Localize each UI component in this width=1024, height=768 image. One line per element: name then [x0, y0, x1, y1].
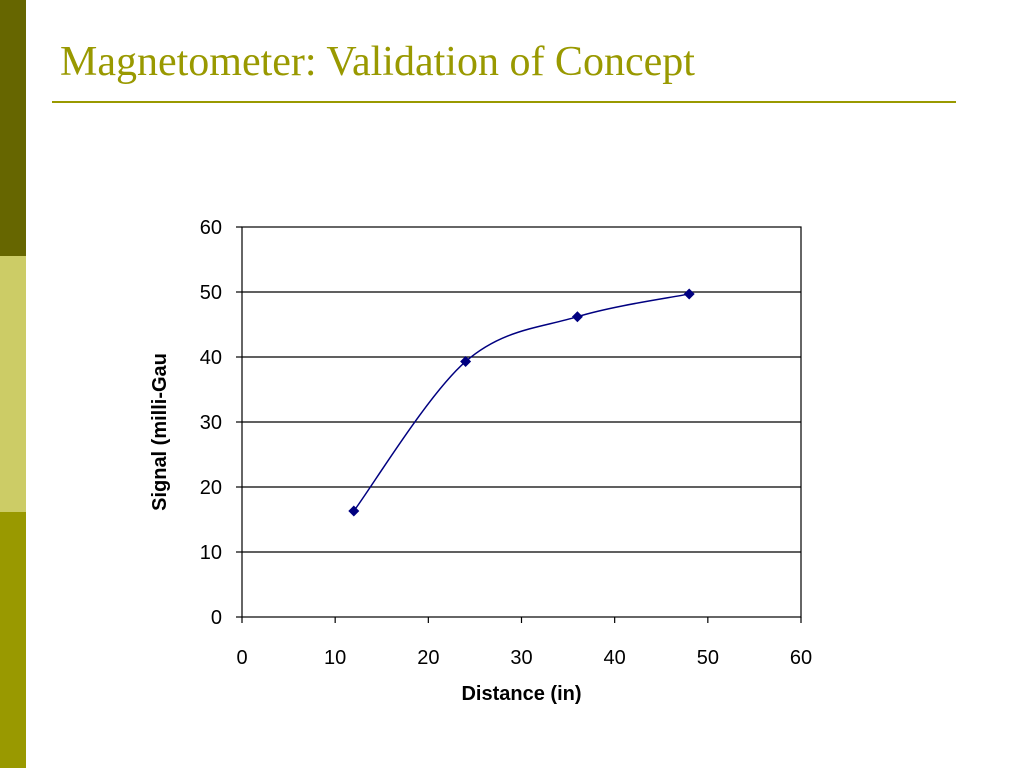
x-tick-label: 20 — [417, 647, 439, 669]
x-tick-label: 0 — [236, 647, 247, 669]
x-axis-title: Distance (in) — [461, 683, 581, 705]
x-tick-label: 30 — [510, 647, 532, 669]
y-tick-label: 40 — [200, 347, 222, 369]
y-tick-label: 20 — [200, 477, 222, 499]
data-point-marker — [460, 356, 472, 368]
x-axis-ticks: 0 10 20 30 40 50 60 — [236, 617, 812, 669]
y-axis-ticks: 0 10 20 30 40 50 60 — [200, 217, 242, 629]
x-tick-label: 60 — [790, 647, 812, 669]
data-point-marker — [571, 311, 583, 323]
series-layer — [348, 288, 695, 517]
sidebar-band-bottom — [0, 512, 26, 768]
y-axis-title: Signal (milli-Gau — [149, 353, 171, 511]
y-tick-label: 30 — [200, 412, 222, 434]
y-tick-label: 60 — [200, 217, 222, 239]
y-tick-label: 0 — [211, 607, 222, 629]
x-tick-label: 50 — [697, 647, 719, 669]
data-point-marker — [348, 505, 360, 517]
x-tick-label: 10 — [324, 647, 346, 669]
sidebar-band-top — [0, 0, 26, 256]
data-point-marker — [683, 288, 695, 300]
grid-lines — [242, 291, 801, 553]
y-tick-label: 50 — [200, 282, 222, 304]
series-line — [353, 293, 690, 512]
x-tick-label: 40 — [604, 647, 626, 669]
slide-title: Magnetometer: Validation of Concept — [60, 39, 695, 85]
y-tick-label: 10 — [200, 542, 222, 564]
sidebar-band-middle — [0, 256, 26, 512]
title-underline — [52, 101, 956, 103]
